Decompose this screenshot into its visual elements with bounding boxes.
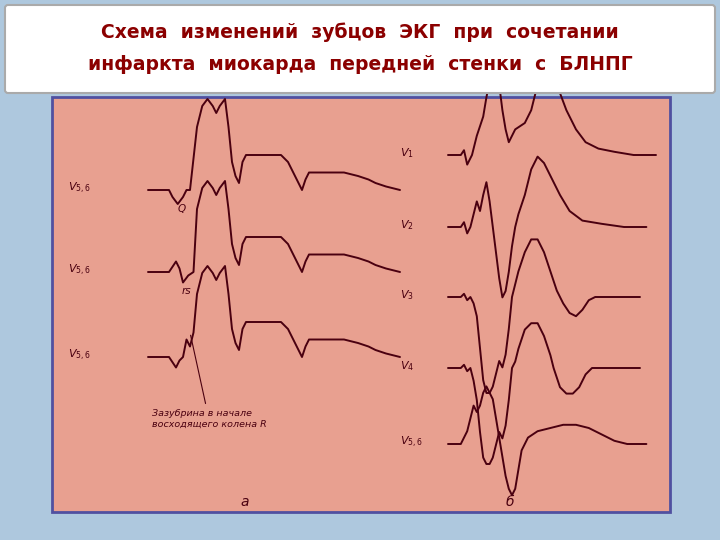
Text: rs: rs <box>181 286 192 296</box>
Text: Q: Q <box>177 204 185 214</box>
Text: Зазубрина в начале
восходящего колена R: Зазубрина в начале восходящего колена R <box>151 335 266 428</box>
Text: $V_{5,6}$: $V_{5,6}$ <box>68 347 91 362</box>
FancyBboxPatch shape <box>5 5 715 93</box>
Text: $V_2$: $V_2$ <box>400 218 414 232</box>
Text: инфаркта  миокарда  передней  стенки  с  БЛНПГ: инфаркта миокарда передней стенки с БЛНП… <box>88 55 632 73</box>
Text: б: б <box>505 495 514 509</box>
Text: Схема  изменений  зубцов  ЭКГ  при  сочетании: Схема изменений зубцов ЭКГ при сочетании <box>101 22 619 42</box>
Text: $V_3$: $V_3$ <box>400 288 414 302</box>
Text: $V_4$: $V_4$ <box>400 359 414 373</box>
Text: $V_{5,6}$: $V_{5,6}$ <box>68 262 91 278</box>
Text: $V_{5,6}$: $V_{5,6}$ <box>68 180 91 195</box>
Text: $V_{5,6}$: $V_{5,6}$ <box>400 435 423 449</box>
Text: $V_1$: $V_1$ <box>400 146 414 160</box>
FancyBboxPatch shape <box>52 97 670 512</box>
Text: а: а <box>240 495 249 509</box>
